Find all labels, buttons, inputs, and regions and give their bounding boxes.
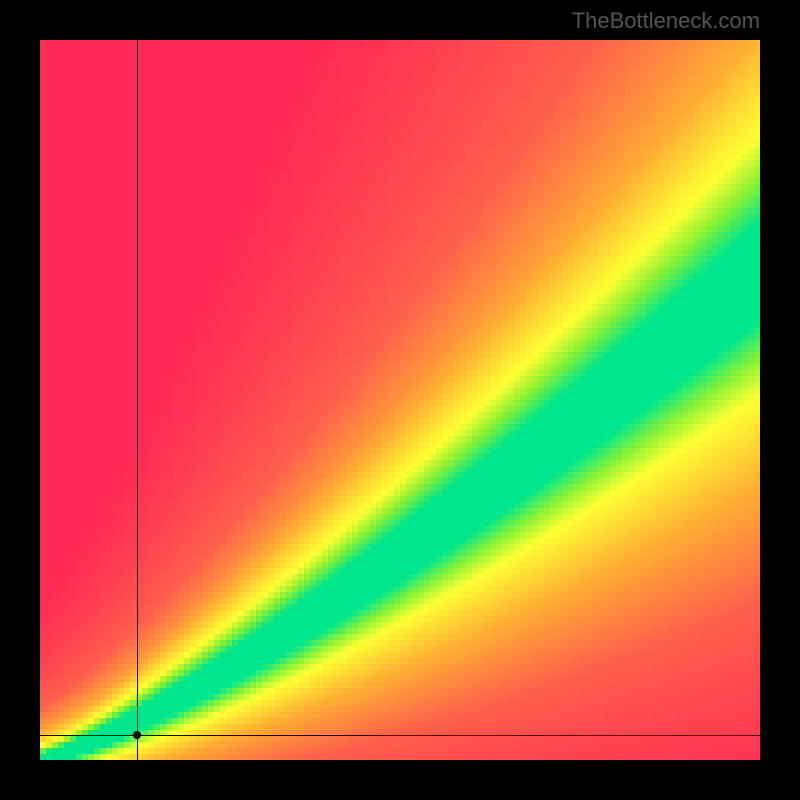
crosshair-horizontal xyxy=(40,735,760,736)
watermark-text: TheBottleneck.com xyxy=(572,8,760,34)
plot-area xyxy=(40,40,760,760)
crosshair-vertical xyxy=(137,40,138,760)
chart-container: TheBottleneck.com xyxy=(0,0,800,800)
marker-dot xyxy=(133,731,141,739)
bottleneck-heatmap xyxy=(40,40,760,760)
